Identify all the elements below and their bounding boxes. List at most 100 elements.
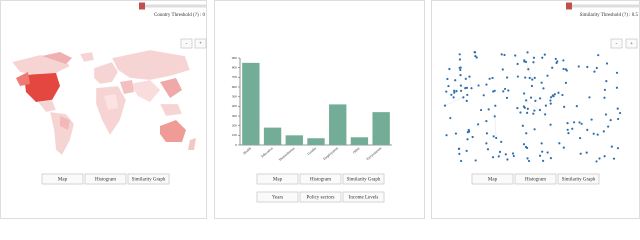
graph-node[interactable] — [542, 87, 545, 90]
graph-node[interactable] — [497, 155, 500, 158]
graph-node[interactable] — [443, 104, 447, 107]
slider-handle[interactable] — [139, 2, 145, 10]
graph-node[interactable] — [485, 132, 489, 135]
graph-node[interactable] — [474, 55, 477, 58]
graph-node[interactable] — [482, 94, 485, 97]
graph-node[interactable] — [526, 107, 529, 110]
graph-node[interactable] — [503, 53, 506, 57]
tab-button[interactable] — [84, 173, 127, 185]
graph-node[interactable] — [530, 84, 534, 88]
country[interactable] — [188, 138, 196, 150]
graph-node[interactable] — [563, 105, 566, 108]
graph-node[interactable] — [493, 89, 496, 92]
graph-node[interactable] — [453, 89, 456, 92]
graph-node[interactable] — [527, 68, 530, 71]
graph-node[interactable] — [516, 62, 519, 66]
graph-node[interactable] — [549, 102, 552, 105]
graph-node[interactable] — [459, 84, 462, 87]
graph-node[interactable] — [511, 152, 515, 155]
graph-node[interactable] — [505, 96, 509, 99]
graph-node[interactable] — [561, 93, 564, 97]
graph-node[interactable] — [531, 78, 534, 81]
graph-node[interactable] — [516, 106, 519, 110]
graph-node[interactable] — [596, 133, 599, 136]
slider-handle[interactable] — [566, 2, 572, 10]
country[interactable] — [104, 94, 118, 110]
graph-node[interactable] — [495, 136, 498, 140]
graph-node[interactable] — [485, 83, 488, 86]
graph-node[interactable] — [533, 128, 536, 131]
graph-node[interactable] — [503, 87, 507, 91]
graph-node[interactable] — [493, 115, 496, 118]
country[interactable] — [60, 116, 70, 130]
graph-node[interactable] — [498, 150, 502, 153]
graph-node[interactable] — [521, 124, 524, 127]
graph-node[interactable] — [566, 128, 569, 131]
graph-node[interactable] — [471, 135, 474, 139]
graph-node[interactable] — [544, 113, 547, 116]
country[interactable] — [160, 120, 186, 142]
graph-node[interactable] — [459, 68, 462, 72]
graph-node[interactable] — [501, 68, 504, 71]
graph-node[interactable] — [593, 70, 596, 73]
graph-node[interactable] — [492, 135, 495, 138]
graph-node[interactable] — [564, 81, 568, 84]
bar[interactable] — [350, 137, 369, 145]
graph-node[interactable] — [466, 138, 469, 141]
graph-node[interactable] — [468, 130, 471, 133]
graph-node[interactable] — [532, 61, 535, 64]
graph-node[interactable] — [610, 145, 613, 148]
graph-node[interactable] — [514, 54, 517, 57]
graph-node[interactable] — [566, 122, 569, 125]
graph-node[interactable] — [615, 86, 619, 89]
graph-node[interactable] — [586, 128, 589, 131]
graph-node[interactable] — [525, 99, 528, 102]
graph-node[interactable] — [551, 94, 554, 97]
graph-node[interactable] — [562, 146, 565, 149]
graph-node[interactable] — [458, 53, 461, 56]
graph-node[interactable] — [464, 77, 467, 80]
graph-node[interactable] — [612, 157, 616, 160]
graph-node[interactable] — [598, 157, 601, 160]
graph-node[interactable] — [571, 127, 574, 130]
graph-node[interactable] — [538, 97, 542, 100]
tab-button[interactable] — [127, 173, 170, 185]
graph-node[interactable] — [532, 56, 536, 59]
graph-node[interactable] — [558, 142, 561, 145]
graph-node[interactable] — [522, 105, 525, 108]
graph-node[interactable] — [540, 81, 543, 84]
graph-node[interactable] — [562, 59, 565, 62]
graph-node[interactable] — [504, 153, 507, 156]
graph-node[interactable] — [588, 96, 591, 99]
graph-node[interactable] — [538, 154, 542, 157]
graph-node[interactable] — [524, 76, 527, 79]
graph-node[interactable] — [467, 128, 470, 132]
grouping-button[interactable] — [342, 191, 385, 203]
graph-node[interactable] — [565, 69, 568, 72]
graph-node[interactable] — [507, 89, 510, 92]
graph-node[interactable] — [494, 104, 497, 107]
country[interactable] — [95, 85, 127, 136]
country[interactable] — [42, 52, 72, 64]
graph-node[interactable] — [546, 74, 549, 77]
graph-node[interactable] — [449, 116, 452, 120]
graph-node[interactable] — [486, 148, 490, 151]
graph-node[interactable] — [603, 96, 606, 99]
graph-node[interactable] — [450, 93, 453, 96]
bar[interactable] — [263, 127, 282, 145]
tab-button[interactable] — [342, 173, 385, 185]
graph-node[interactable] — [549, 123, 552, 126]
bar[interactable] — [329, 104, 347, 145]
country[interactable] — [24, 73, 60, 102]
graph-node[interactable] — [473, 51, 477, 54]
graph-node[interactable] — [457, 147, 460, 151]
graph-node[interactable] — [567, 131, 570, 135]
graph-node[interactable] — [454, 79, 457, 82]
graph-node[interactable] — [616, 107, 619, 110]
country[interactable] — [120, 80, 134, 94]
graph-node[interactable] — [506, 76, 509, 79]
graph-node[interactable] — [452, 96, 455, 99]
graph-node[interactable] — [470, 87, 473, 90]
graph-node[interactable] — [448, 67, 451, 71]
country[interactable] — [37, 99, 57, 113]
